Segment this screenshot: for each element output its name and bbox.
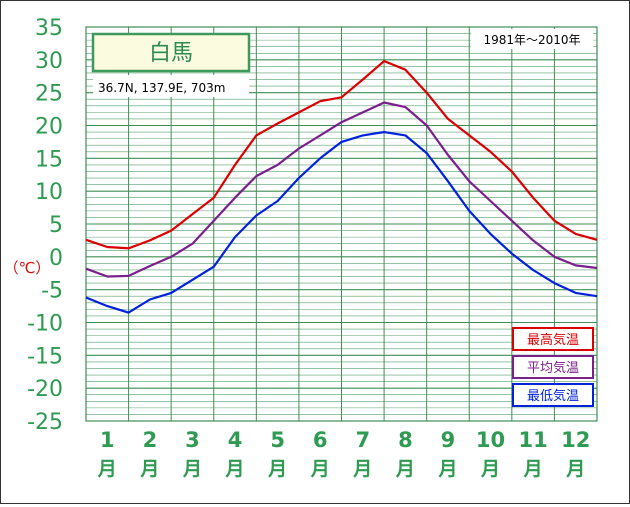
x-tick-month-number: 8 <box>398 428 413 452</box>
station-coords: 36.7N, 137.9E, 703m <box>98 81 225 95</box>
x-axis: 1 月 2 月 3 月 4 月 5 月 6 月 7 月 8 月 9 月 10 月 11 月 12 月 <box>97 428 591 480</box>
x-tick-month-number: 4 <box>228 428 243 452</box>
legend-item-2: 平均気温 <box>512 355 594 379</box>
y-tick-label: 5 <box>49 213 63 238</box>
station-coords-box: 36.7N, 137.9E, 703m <box>93 75 249 97</box>
x-tick-month-number: 7 <box>355 428 370 452</box>
x-tick-month-unit: 月 <box>267 458 287 480</box>
x-tick-month-number: 11 <box>519 428 548 452</box>
legend-box <box>512 355 594 379</box>
x-tick-month-unit: 月 <box>182 458 202 480</box>
x-tick-month-unit: 月 <box>97 458 117 480</box>
x-tick-month-unit: 月 <box>352 458 372 480</box>
station-title: 白馬 <box>149 41 193 66</box>
series-line-2 <box>85 101 598 278</box>
x-tick-month-unit: 月 <box>225 458 245 480</box>
legend-item-1: 最高気温 <box>512 327 594 351</box>
x-tick-month-number: 5 <box>270 428 285 452</box>
period-box: 1981年〜2010年 <box>471 29 593 49</box>
y-tick-label: -20 <box>27 377 63 402</box>
grid-lines <box>85 26 598 422</box>
station-title-box: 白馬 <box>91 32 251 73</box>
y-tick-label: -5 <box>41 279 63 304</box>
x-tick-month-number: 10 <box>476 428 505 452</box>
legend-label: 最高気温 <box>527 332 579 348</box>
y-tick-label: -15 <box>27 344 63 369</box>
x-tick-month-number: 9 <box>441 428 456 452</box>
y-tick-label: 20 <box>35 115 63 140</box>
y-tick-label: 25 <box>35 82 63 107</box>
x-tick-month-unit: 月 <box>437 458 457 480</box>
y-tick-label: 35 <box>35 16 63 41</box>
y-tick-label: 15 <box>35 147 63 172</box>
y-tick-label: 30 <box>35 49 63 74</box>
series-line-1 <box>85 59 598 250</box>
y-tick-label: -25 <box>27 410 63 435</box>
legend-box <box>512 383 594 407</box>
x-tick-month-unit: 月 <box>523 458 543 480</box>
x-tick-month-number: 3 <box>185 428 200 452</box>
period-label: 1981年〜2010年 <box>483 33 580 47</box>
y-tick-label: -10 <box>27 312 63 337</box>
x-tick-month-number: 2 <box>143 428 158 452</box>
x-tick-month-unit: 月 <box>480 458 500 480</box>
x-tick-month-number: 6 <box>313 428 328 452</box>
y-tick-label: 10 <box>35 180 63 205</box>
y-axis: 35 30 25 20 15 10 5 0 -5 -10 -15 -20 -25 <box>27 16 63 435</box>
x-tick-month-unit: 月 <box>565 458 585 480</box>
series-lines <box>85 59 598 314</box>
x-tick-month-unit: 月 <box>310 458 330 480</box>
legend-box <box>512 327 594 351</box>
legend-label: 最低気温 <box>527 388 579 404</box>
series-line-3 <box>85 131 598 314</box>
x-tick-month-unit: 月 <box>395 458 415 480</box>
x-tick-month-number: 1 <box>100 428 115 452</box>
x-tick-month-unit: 月 <box>139 458 159 480</box>
x-tick-month-number: 12 <box>561 428 590 452</box>
legend-item-3: 最低気温 <box>512 383 594 407</box>
y-tick-label: 0 <box>49 246 63 271</box>
legend-label: 平均気温 <box>527 360 579 376</box>
y-axis-unit: （℃） <box>4 259 51 277</box>
